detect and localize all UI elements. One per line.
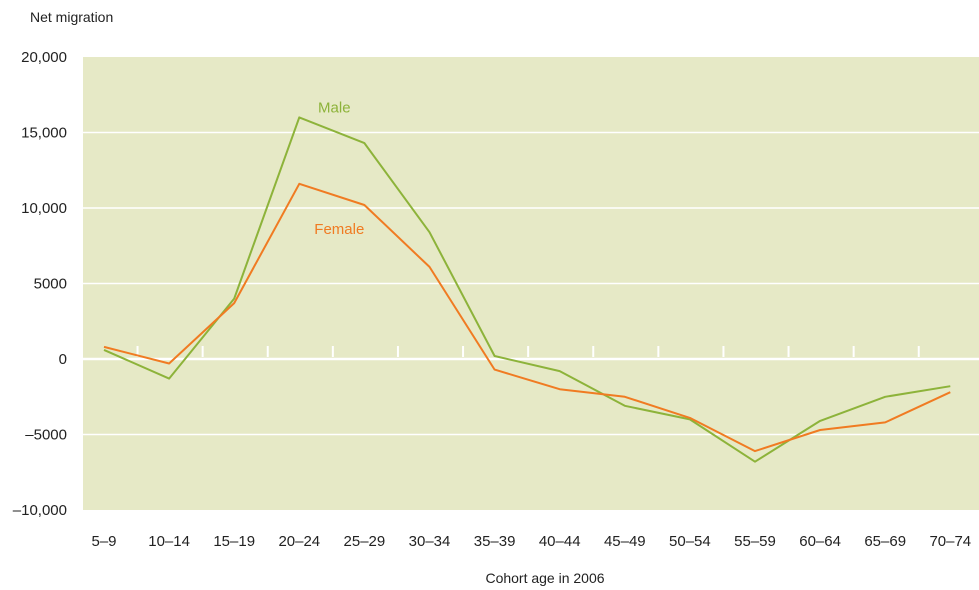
x-tick-label: 55–59: [734, 533, 776, 550]
y-tick-label: 20,000: [21, 49, 67, 66]
x-tick-label: 30–34: [409, 533, 451, 550]
x-tick-label: 15–19: [213, 533, 255, 550]
y-tick-label: –5000: [25, 427, 67, 444]
x-tick-label: 25–29: [344, 533, 386, 550]
x-tick-label: 60–64: [799, 533, 841, 550]
x-axis-ticks: 5–9 10–14 15–19 20–24 25–29 30–34 35–39 40–44 45…: [91, 533, 971, 550]
y-tick-label: –10,000: [13, 502, 67, 519]
y-tick-label: 5000: [34, 276, 67, 293]
y-tick-label: 0: [59, 351, 67, 368]
series-label-female: Female: [314, 221, 364, 238]
x-axis-title: Cohort age in 2006: [485, 570, 604, 586]
y-axis-title: Net migration: [30, 9, 113, 25]
x-tick-label: 10–14: [148, 533, 190, 550]
x-tick-label: 35–39: [474, 533, 516, 550]
series-line-female: [103, 182, 951, 453]
x-tick-label: 40–44: [539, 533, 581, 550]
x-tick-label: 65–69: [864, 533, 906, 550]
y-tick-label: 15,000: [21, 125, 67, 142]
series-labels: Male Female: [314, 99, 364, 237]
series-label-male: Male: [318, 99, 351, 116]
x-tick-label: 5–9: [91, 533, 116, 550]
x-tick-label: 50–54: [669, 533, 711, 550]
x-tick-label: 20–24: [278, 533, 320, 550]
series-line-male: [103, 116, 951, 463]
x-tick-label: 70–74: [929, 533, 971, 550]
x-tick-label: 45–49: [604, 533, 646, 550]
gridlines: [83, 131, 979, 436]
y-tick-label: 10,000: [21, 200, 67, 217]
y-axis-ticks: 20,000 15,000 10,000 5000 0 –5000 –10,000: [13, 49, 67, 519]
series-lines: [103, 116, 951, 463]
